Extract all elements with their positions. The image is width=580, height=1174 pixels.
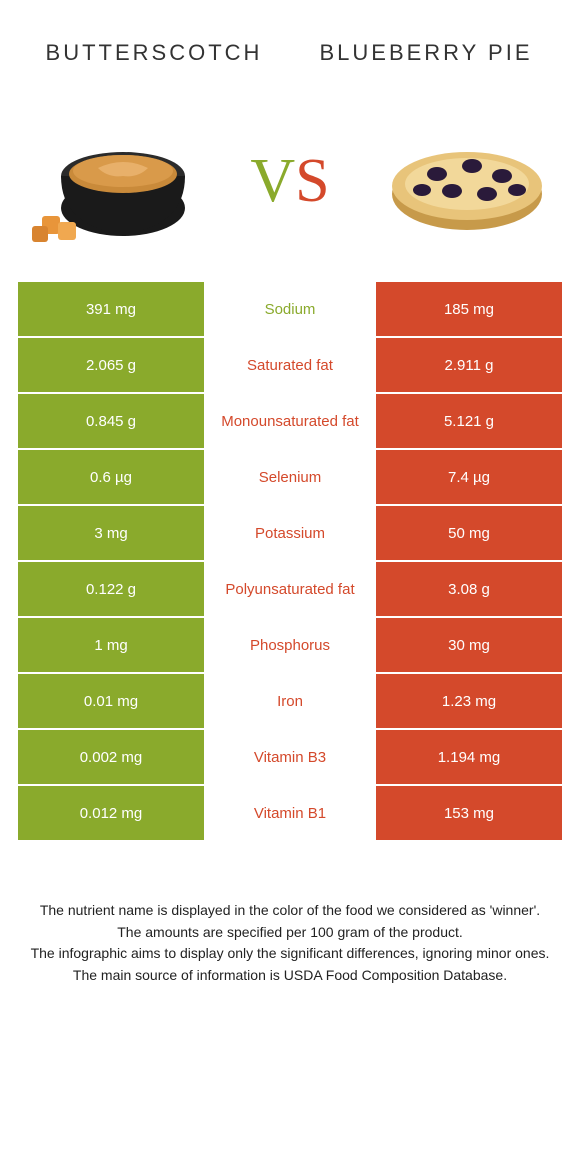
footer-line-4: The main source of information is USDA F… — [28, 965, 552, 987]
butterscotch-image — [28, 116, 198, 246]
table-row: 0.6 µgSelenium7.4 µg — [18, 450, 562, 504]
nutrient-label: Vitamin B3 — [204, 730, 376, 784]
value-left: 0.002 mg — [18, 730, 204, 784]
table-row: 391 mgSodium185 mg — [18, 282, 562, 336]
table-row: 0.012 mgVitamin B1153 mg — [18, 786, 562, 840]
table-row: 0.01 mgIron1.23 mg — [18, 674, 562, 728]
nutrient-label: Sodium — [204, 282, 376, 336]
value-right: 2.911 g — [376, 338, 562, 392]
nutrient-label: Saturated fat — [204, 338, 376, 392]
value-right: 7.4 µg — [376, 450, 562, 504]
value-left: 0.122 g — [18, 562, 204, 616]
table-row: 0.002 mgVitamin B31.194 mg — [18, 730, 562, 784]
nutrient-label: Polyunsaturated fat — [204, 562, 376, 616]
footer-line-2: The amounts are specified per 100 gram o… — [28, 922, 552, 944]
comparison-table: 391 mgSodium185 mg2.065 gSaturated fat2.… — [18, 282, 562, 840]
nutrient-label: Vitamin B1 — [204, 786, 376, 840]
table-row: 2.065 gSaturated fat2.911 g — [18, 338, 562, 392]
value-right: 50 mg — [376, 506, 562, 560]
images-row: V S — [18, 116, 562, 246]
nutrient-label: Selenium — [204, 450, 376, 504]
vs-v: V — [250, 146, 295, 217]
value-right: 185 mg — [376, 282, 562, 336]
value-left: 2.065 g — [18, 338, 204, 392]
nutrient-label: Monounsaturated fat — [204, 394, 376, 448]
nutrient-label: Potassium — [204, 506, 376, 560]
table-row: 3 mgPotassium50 mg — [18, 506, 562, 560]
vs-s: S — [295, 146, 329, 217]
footer-notes: The nutrient name is displayed in the co… — [18, 900, 562, 987]
table-row: 0.845 gMonounsaturated fat5.121 g — [18, 394, 562, 448]
header-left: Butterscotch — [18, 20, 290, 86]
vs-label: V S — [250, 146, 329, 217]
value-right: 153 mg — [376, 786, 562, 840]
table-row: 1 mgPhosphorus30 mg — [18, 618, 562, 672]
value-right: 3.08 g — [376, 562, 562, 616]
value-right: 5.121 g — [376, 394, 562, 448]
value-left: 391 mg — [18, 282, 204, 336]
value-right: 30 mg — [376, 618, 562, 672]
footer-line-1: The nutrient name is displayed in the co… — [28, 900, 552, 922]
nutrient-label: Phosphorus — [204, 618, 376, 672]
value-left: 0.01 mg — [18, 674, 204, 728]
table-row: 0.122 gPolyunsaturated fat3.08 g — [18, 562, 562, 616]
value-left: 0.6 µg — [18, 450, 204, 504]
value-left: 3 mg — [18, 506, 204, 560]
footer-line-3: The infographic aims to display only the… — [28, 943, 552, 965]
value-left: 0.845 g — [18, 394, 204, 448]
value-right: 1.194 mg — [376, 730, 562, 784]
headers-row: Butterscotch Blueberry pie — [18, 20, 562, 86]
value-left: 0.012 mg — [18, 786, 204, 840]
nutrient-label: Iron — [204, 674, 376, 728]
value-right: 1.23 mg — [376, 674, 562, 728]
value-left: 1 mg — [18, 618, 204, 672]
header-right: Blueberry pie — [290, 20, 562, 86]
blueberry-pie-image — [382, 116, 552, 246]
